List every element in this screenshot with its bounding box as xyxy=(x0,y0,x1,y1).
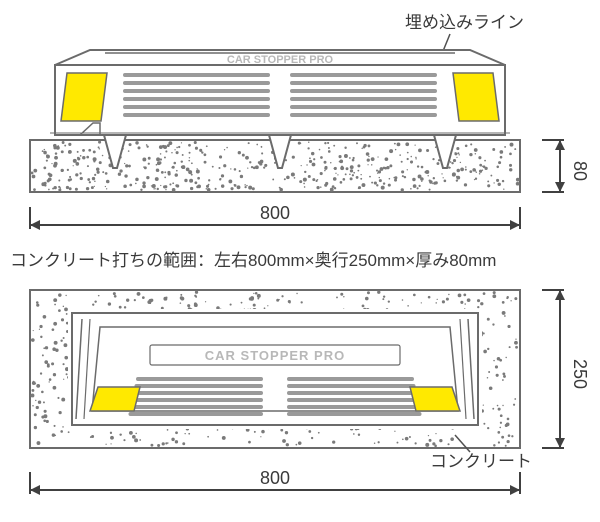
front-view-diagram: 埋め込みラインCAR STOPPER PRO80080 xyxy=(10,10,590,240)
product-label-top: CAR STOPPER PRO xyxy=(205,348,345,363)
svg-text:800: 800 xyxy=(260,203,290,223)
reflector-right-top xyxy=(410,387,460,411)
svg-text:800: 800 xyxy=(260,468,290,488)
reflector-left xyxy=(61,73,107,121)
top-view-diagram: CAR STOPPER PRO コンクリート 800 250 xyxy=(10,275,590,505)
reflector-right xyxy=(453,73,499,121)
embed-line-label: 埋め込みライン xyxy=(405,13,524,32)
reflector-left-top xyxy=(90,387,140,411)
concrete-label: コンクリート xyxy=(430,452,532,471)
svg-text:250: 250 xyxy=(570,359,590,389)
concrete-range-caption: コンクリート打ちの範囲：左右800mm×奥行250mm×厚み80mm xyxy=(10,246,590,271)
svg-text:80: 80 xyxy=(570,161,590,181)
